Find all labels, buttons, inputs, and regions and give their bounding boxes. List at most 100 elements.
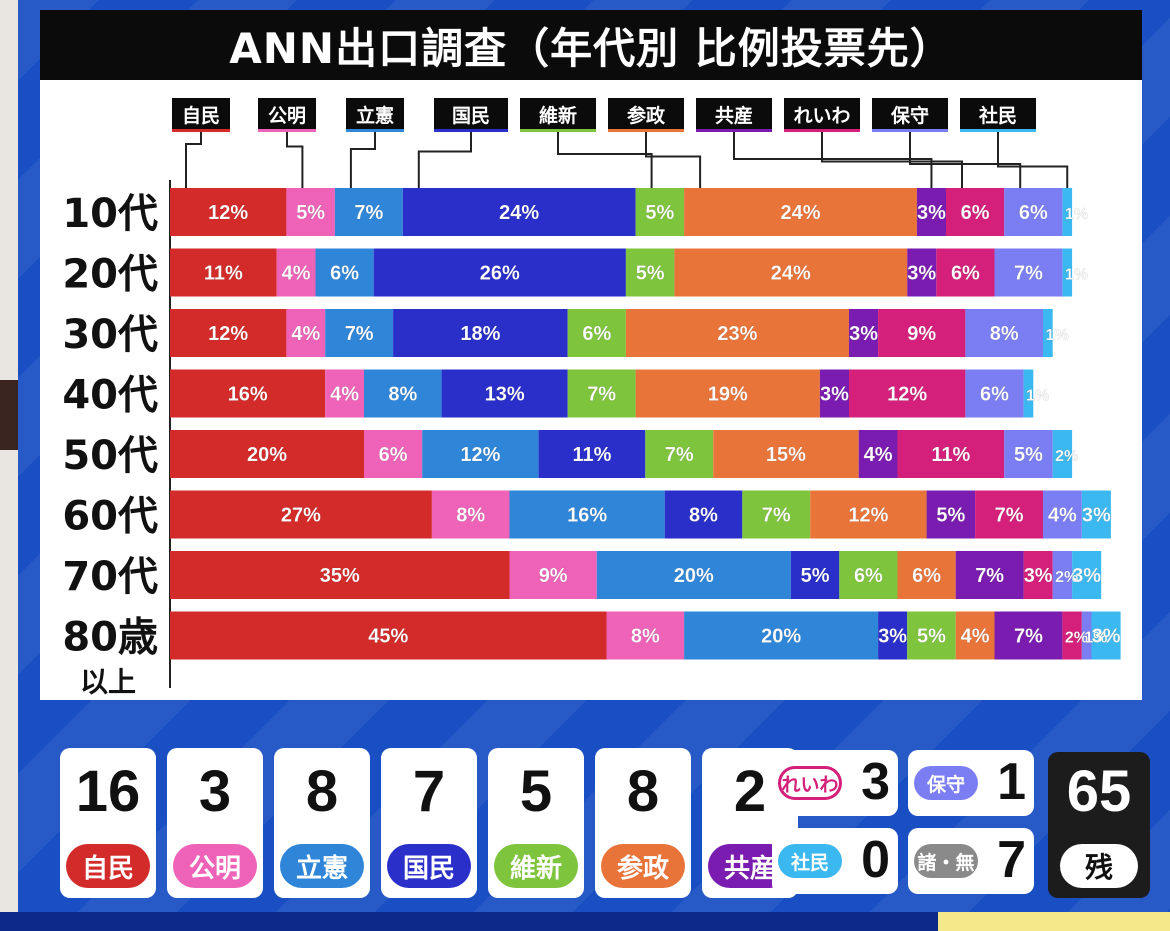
bar-segment (674, 248, 908, 297)
bar-segment (170, 188, 287, 236)
bar-value-label: 8% (388, 384, 417, 406)
bar-segment (1072, 551, 1102, 599)
bar-value-label: 4% (864, 444, 893, 466)
bar-segment (878, 309, 966, 357)
bar-value-label: 12% (208, 202, 248, 224)
bar-value-label: 3% (849, 323, 878, 345)
seat-count: 3 (198, 759, 232, 824)
category-label: 10代 (62, 191, 158, 237)
bar-value-label: 6% (330, 263, 359, 285)
bar-value-label: 6% (951, 263, 980, 285)
bar-value-label: 12% (887, 384, 927, 406)
seat-card-ishin: 5 維新 (488, 748, 584, 898)
bar-segment (170, 430, 364, 478)
remaining-seats-card: 65 残 (1048, 752, 1150, 898)
bar-segment (538, 430, 646, 478)
bar-row: 16% 4% 8% 13% 7% 19% 3% 12% 6% 1% (170, 369, 1049, 418)
bar-value-label: 19% (708, 384, 748, 406)
bar-segment (276, 248, 316, 297)
bar-value-label: 5% (801, 565, 830, 587)
bar-segment (994, 248, 1063, 297)
bar-value-label: 3% (820, 384, 849, 406)
legend-connector (645, 132, 702, 188)
bar-value-label: 2% (1055, 569, 1078, 586)
legend-item: 社民 (960, 98, 1036, 132)
legend-color-bar (520, 129, 596, 132)
bar-value-label: 1% (1026, 388, 1049, 405)
legend-connector (733, 132, 933, 188)
party-pill: 自民 (66, 844, 150, 888)
legend-box (346, 98, 404, 132)
bar-segment (1062, 248, 1073, 297)
legend-box (960, 98, 1036, 132)
category-label: 60代 (62, 494, 158, 540)
bar-value-label: 12% (460, 444, 500, 466)
bar-value-label: 5% (296, 202, 325, 224)
seat-count: 3 (861, 753, 890, 811)
bar-segment (897, 551, 956, 599)
legend-connector (185, 132, 202, 188)
bar-value-label: 3% (1082, 505, 1111, 527)
legend-connector (821, 132, 963, 188)
bar-segment (1062, 188, 1073, 236)
legend-label: れいわ (793, 105, 850, 127)
bar-value-label: 9% (539, 565, 568, 587)
legend-connector (417, 132, 472, 188)
bar-value-label: 27% (281, 505, 321, 527)
bar-segment (645, 430, 714, 478)
bar-value-label: 16% (567, 505, 607, 527)
seat-count: 16 (75, 759, 141, 824)
bar-segment (1023, 369, 1034, 418)
bar-segment (664, 490, 743, 539)
bar-row: 12% 4% 7% 18% 6% 23% 3% 9% 8% 1% (170, 309, 1069, 357)
bar-segment (819, 369, 849, 418)
legend-item: 参政 (608, 98, 684, 132)
bar-segment (1043, 490, 1082, 539)
legend-box (872, 98, 948, 132)
legend-item: 国民 (434, 98, 508, 132)
seat-card-kokumin: 7 国民 (381, 748, 477, 898)
legend-item: 立憲 (346, 98, 404, 132)
legend-color-bar (784, 129, 860, 132)
remaining-label: 残 (1060, 844, 1138, 888)
bar-segment (364, 369, 442, 418)
bar-value-label: 15% (766, 444, 806, 466)
bar-segment (742, 490, 811, 539)
seat-card-komei: 3 公明 (167, 748, 263, 898)
bar-segment (1091, 611, 1121, 660)
bar-row: 27% 8% 16% 8% 7% 12% 5% 7% 4% 3% (170, 490, 1111, 539)
bar-segment (325, 309, 394, 357)
bar-segment (790, 551, 840, 599)
bar-segment (946, 188, 1005, 236)
legend-color-bar (608, 129, 684, 132)
legend-connector (349, 132, 376, 188)
bar-segment (839, 551, 898, 599)
category-label: 40代 (62, 373, 158, 419)
bar-value-label: 5% (917, 626, 946, 648)
bar-segment (393, 309, 568, 357)
bar-value-label: 35% (320, 565, 360, 587)
bar-segment (1052, 551, 1073, 599)
party-pill: 国民 (387, 844, 471, 888)
bar-value-label: 11% (204, 263, 243, 285)
bar-value-label: 5% (636, 263, 665, 285)
bar-segment (684, 611, 879, 660)
bar-segment (1023, 551, 1053, 599)
legend-label: 保守 (890, 104, 929, 127)
bar-value-label: 20% (674, 565, 714, 587)
bar-value-label: 26% (480, 263, 520, 285)
bar-segment (1004, 188, 1063, 236)
bar-value-label: 8% (456, 505, 485, 527)
bar-segment (431, 490, 510, 539)
bar-value-label: 8% (689, 505, 718, 527)
bar-segment (286, 188, 335, 236)
bar-segment (1052, 430, 1073, 478)
bar-segment (994, 611, 1063, 660)
legend-box (608, 98, 684, 132)
bar-value-label: 23% (717, 323, 757, 345)
seat-count: 1 (997, 753, 1026, 811)
bar-value-label: 5% (645, 202, 674, 224)
bar-value-label: 6% (854, 565, 883, 587)
bar-segment (567, 369, 636, 418)
bar-segment (170, 490, 432, 539)
